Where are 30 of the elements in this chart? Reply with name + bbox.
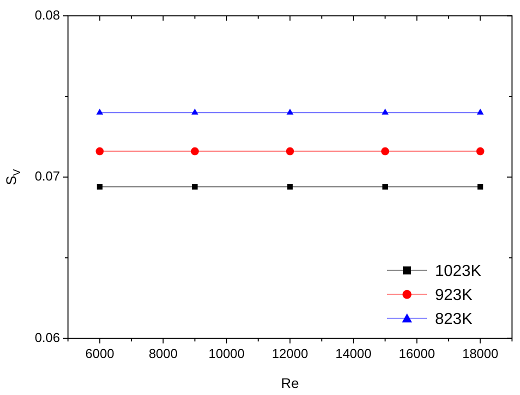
point: [191, 108, 198, 115]
point: [477, 184, 484, 190]
x-tick-label: 10000: [208, 346, 245, 361]
y-tick-label: 0.08: [34, 7, 60, 22]
x-tick-label: 12000: [272, 346, 308, 361]
point: [190, 147, 199, 156]
point: [382, 184, 388, 190]
y-tick-label: 0.07: [34, 168, 60, 184]
legend-label: 923K: [435, 286, 473, 304]
point: [476, 147, 484, 156]
x-tick-label: 16000: [398, 346, 435, 361]
y-axis-title: SV: [3, 168, 23, 186]
x-tick-label: 6000: [85, 346, 114, 361]
x-axis-title: Re: [281, 375, 300, 391]
point: [382, 108, 389, 115]
x-tick-label: 18000: [462, 346, 498, 361]
point: [96, 108, 104, 115]
point: [192, 184, 198, 190]
legend-label: 823K: [435, 310, 473, 328]
point: [286, 108, 294, 115]
x-tick-label: 14000: [335, 346, 372, 361]
point: [476, 108, 484, 115]
point: [381, 147, 390, 156]
point: [287, 184, 293, 190]
point: [96, 184, 103, 190]
point: [286, 147, 294, 156]
point: [96, 147, 104, 156]
y-tick-label: 0.06: [34, 330, 60, 345]
legend-label: 1023K: [435, 262, 482, 280]
x-tick-label: 8000: [148, 346, 178, 361]
